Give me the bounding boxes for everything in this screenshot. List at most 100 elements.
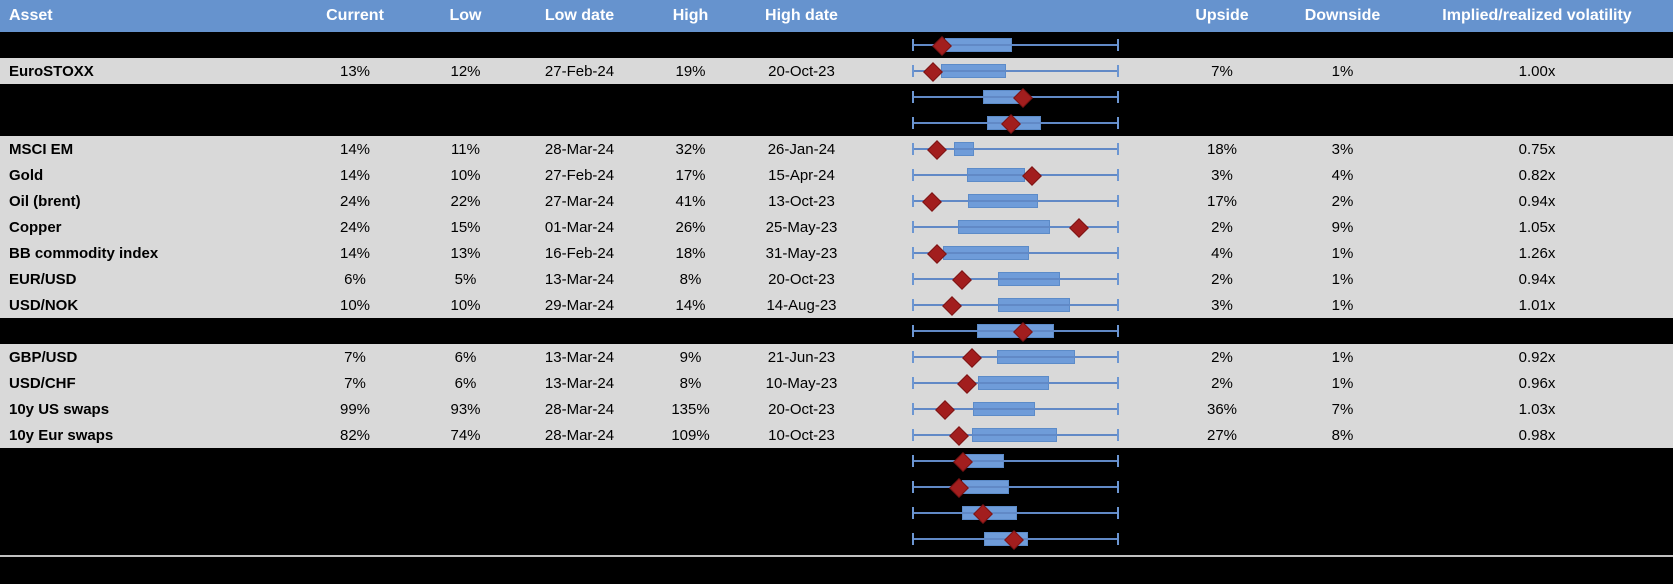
asset-cell[interactable]: EuroSTOXX <box>9 62 94 80</box>
current-cell[interactable]: 24% <box>339 218 371 236</box>
high-date-cell[interactable]: 15-Apr-24 <box>768 166 835 184</box>
downside-cell[interactable]: 7% <box>1331 400 1354 418</box>
low-date-cell[interactable]: 27-Feb-24 <box>544 62 615 80</box>
asset-cell[interactable]: 10y US swaps <box>9 400 110 418</box>
asset-cell[interactable]: MSCI EM <box>9 140 74 158</box>
high-cell[interactable]: 9% <box>679 348 702 366</box>
current-cell[interactable]: 10% <box>339 296 371 314</box>
high-date-cell[interactable]: 13-Oct-23 <box>768 192 835 210</box>
implied-volatility-cell[interactable]: 1.03x <box>1518 400 1556 418</box>
high-date-cell[interactable]: 26-Jan-24 <box>767 140 836 158</box>
high-cell[interactable]: 109% <box>671 426 710 444</box>
low-date-cell[interactable]: 16-Feb-24 <box>544 244 615 262</box>
implied-volatility-cell[interactable]: 0.92x <box>1518 348 1556 366</box>
low-cell[interactable]: 10% <box>450 296 481 314</box>
asset-cell[interactable]: EUR/USD <box>9 270 77 288</box>
low-cell[interactable]: 74% <box>450 426 481 444</box>
upside-cell[interactable]: 2% <box>1211 270 1233 288</box>
upside-cell[interactable]: 17% <box>1206 192 1238 210</box>
high-date-cell[interactable]: 31-May-23 <box>765 244 838 262</box>
high-date-cell[interactable]: 20-Oct-23 <box>768 62 835 80</box>
low-date-cell[interactable]: 29-Mar-24 <box>544 296 615 314</box>
header-high-date[interactable]: High date <box>765 7 838 24</box>
low-date-cell[interactable]: 01-Mar-24 <box>544 218 615 236</box>
high-cell[interactable]: 8% <box>679 270 702 288</box>
low-date-cell[interactable]: 27-Feb-24 <box>544 166 615 184</box>
low-cell[interactable]: 22% <box>450 192 481 210</box>
downside-cell[interactable]: 1% <box>1331 348 1354 366</box>
header-downside[interactable]: Downside <box>1304 7 1381 24</box>
high-cell[interactable]: 14% <box>675 296 706 314</box>
asset-cell[interactable]: GBP/USD <box>9 348 78 366</box>
implied-volatility-cell[interactable]: 0.96x <box>1518 374 1556 392</box>
implied-volatility-cell[interactable]: 0.94x <box>1518 192 1556 210</box>
asset-cell[interactable]: Oil (brent) <box>9 192 81 210</box>
high-date-cell[interactable]: 14-Aug-23 <box>766 296 837 314</box>
high-date-cell[interactable]: 25-May-23 <box>765 218 838 236</box>
downside-cell[interactable]: 1% <box>1331 374 1354 392</box>
low-cell[interactable]: 6% <box>454 348 477 366</box>
current-cell[interactable]: 6% <box>344 270 366 288</box>
upside-cell[interactable]: 3% <box>1211 166 1233 184</box>
asset-cell[interactable]: USD/NOK <box>9 296 79 314</box>
low-cell[interactable]: 93% <box>450 400 481 418</box>
implied-volatility-cell[interactable]: 0.94x <box>1518 270 1556 288</box>
downside-cell[interactable]: 2% <box>1331 192 1354 210</box>
upside-cell[interactable]: 27% <box>1206 426 1238 444</box>
downside-cell[interactable]: 1% <box>1331 296 1354 314</box>
high-date-cell[interactable]: 10-May-23 <box>765 374 838 392</box>
header-implied-volatility[interactable]: Implied/realized volatility <box>1442 7 1632 24</box>
low-cell[interactable]: 6% <box>454 374 477 392</box>
low-date-cell[interactable]: 13-Mar-24 <box>544 270 615 288</box>
downside-cell[interactable]: 4% <box>1331 166 1354 184</box>
low-cell[interactable]: 15% <box>450 218 481 236</box>
upside-cell[interactable]: 2% <box>1211 348 1233 366</box>
low-date-cell[interactable]: 28-Mar-24 <box>544 400 615 418</box>
downside-cell[interactable]: 1% <box>1331 270 1354 288</box>
low-date-cell[interactable]: 13-Mar-24 <box>544 348 615 366</box>
implied-volatility-cell[interactable]: 1.00x <box>1518 62 1556 80</box>
low-cell[interactable]: 10% <box>450 166 481 184</box>
downside-cell[interactable]: 1% <box>1331 244 1354 262</box>
current-cell[interactable]: 14% <box>339 140 371 158</box>
header-asset[interactable]: Asset <box>9 7 53 24</box>
header-current[interactable]: Current <box>326 7 384 24</box>
asset-cell[interactable]: Copper <box>9 218 62 236</box>
header-low-date[interactable]: Low date <box>544 7 615 24</box>
high-date-cell[interactable]: 21-Jun-23 <box>767 348 836 366</box>
upside-cell[interactable]: 4% <box>1211 244 1233 262</box>
upside-cell[interactable]: 3% <box>1211 296 1233 314</box>
asset-cell[interactable]: Gold <box>9 166 44 184</box>
low-cell[interactable]: 13% <box>450 244 481 262</box>
high-date-cell[interactable]: 20-Oct-23 <box>768 400 835 418</box>
current-cell[interactable]: 13% <box>339 62 371 80</box>
asset-cell[interactable]: BB commodity index <box>9 244 159 262</box>
current-cell[interactable]: 24% <box>339 192 371 210</box>
implied-volatility-cell[interactable]: 0.98x <box>1518 426 1556 444</box>
asset-cell[interactable]: USD/CHF <box>9 374 76 392</box>
upside-cell[interactable]: 2% <box>1211 374 1233 392</box>
implied-volatility-cell[interactable]: 1.01x <box>1518 296 1556 314</box>
upside-cell[interactable]: 7% <box>1211 62 1233 80</box>
current-cell[interactable]: 7% <box>344 348 366 366</box>
high-cell[interactable]: 18% <box>675 244 706 262</box>
downside-cell[interactable]: 8% <box>1331 426 1354 444</box>
high-cell[interactable]: 17% <box>675 166 706 184</box>
implied-volatility-cell[interactable]: 1.05x <box>1518 218 1556 236</box>
current-cell[interactable]: 7% <box>344 374 366 392</box>
header-upside[interactable]: Upside <box>1195 7 1249 24</box>
implied-volatility-cell[interactable]: 0.75x <box>1518 140 1556 158</box>
low-date-cell[interactable]: 28-Mar-24 <box>544 426 615 444</box>
low-cell[interactable]: 12% <box>450 62 481 80</box>
low-date-cell[interactable]: 27-Mar-24 <box>544 192 615 210</box>
high-date-cell[interactable]: 20-Oct-23 <box>768 270 835 288</box>
low-date-cell[interactable]: 28-Mar-24 <box>544 140 615 158</box>
high-cell[interactable]: 26% <box>675 218 706 236</box>
low-cell[interactable]: 11% <box>451 140 480 158</box>
current-cell[interactable]: 14% <box>339 244 371 262</box>
implied-volatility-cell[interactable]: 0.82x <box>1518 166 1556 184</box>
asset-cell[interactable]: 10y Eur swaps <box>9 426 114 444</box>
upside-cell[interactable]: 2% <box>1211 218 1233 236</box>
low-date-cell[interactable]: 13-Mar-24 <box>544 374 615 392</box>
high-cell[interactable]: 8% <box>679 374 702 392</box>
